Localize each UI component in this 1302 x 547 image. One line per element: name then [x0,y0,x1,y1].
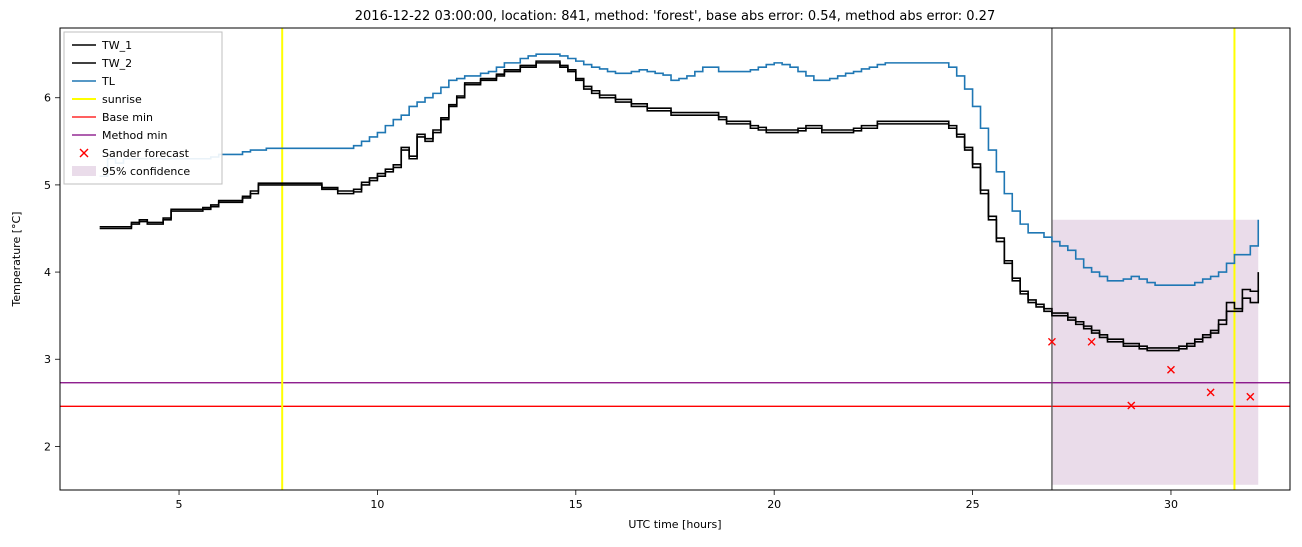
chart-container: 5 10 15 20 25 30 2 3 4 5 6 UTC time [hours] Temperat… [0,0,1302,547]
xtick-label: 15 [569,498,583,511]
y-axis-label: Temperature [°C] [10,212,23,308]
legend-label: Method min [102,129,168,142]
chart-title: 2016-12-22 03:00:00, location: 841, meth… [355,9,995,24]
xtick-label: 5 [176,498,183,511]
legend-frame [64,32,222,184]
ytick-label: 5 [44,179,51,192]
legend-label: 95% confidence [102,165,190,178]
x-axis-label: UTC time [hours] [628,518,721,531]
ytick-label: 2 [44,440,51,453]
legend-label: Base min [102,111,153,124]
xtick-label: 30 [1164,498,1178,511]
ytick-label: 6 [44,92,51,105]
legend-label: TL [101,75,116,88]
legend-label: TW_1 [101,39,132,52]
legend-label: Sander forecast [102,147,190,160]
xtick-label: 10 [370,498,384,511]
xtick-label: 20 [767,498,781,511]
ytick-label: 3 [44,353,51,366]
xtick-label: 25 [966,498,980,511]
temperature-chart: 5 10 15 20 25 30 2 3 4 5 6 UTC time [hours] Temperat… [0,0,1302,547]
legend-label: TW_2 [101,57,132,70]
ytick-label: 4 [44,266,51,279]
legend: TW_1 TW_2 TL sunrise Base min Method min Sande… [64,32,222,184]
legend-label: sunrise [102,93,142,106]
